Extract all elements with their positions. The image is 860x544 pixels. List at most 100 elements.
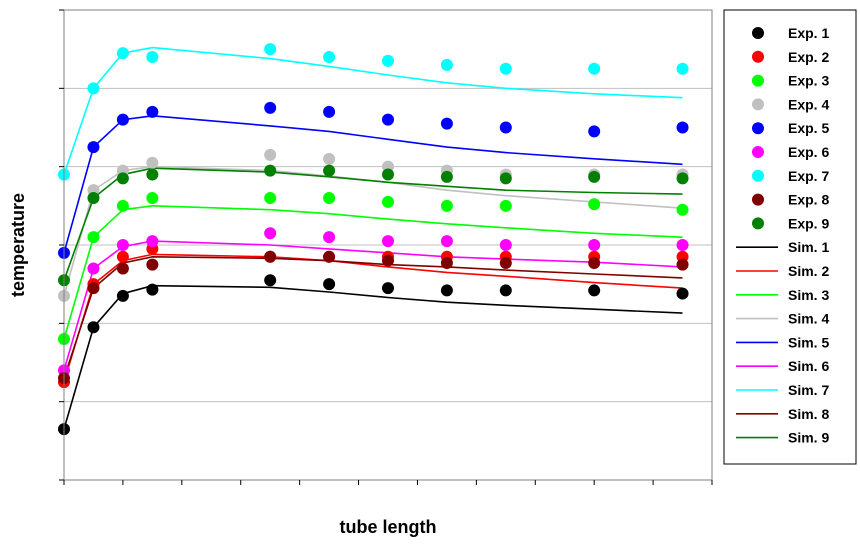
data-point [499, 284, 512, 297]
data-point [588, 62, 601, 75]
data-point [116, 262, 129, 275]
data-point [440, 199, 453, 212]
data-point [588, 284, 601, 297]
data-point [87, 231, 100, 244]
data-point [382, 282, 394, 295]
y-axis-title: temperature [8, 193, 28, 297]
data-point [440, 284, 453, 297]
data-point [323, 192, 336, 204]
data-point [116, 47, 129, 60]
data-point [146, 258, 159, 271]
legend-label: Exp. 2 [788, 49, 829, 65]
legend-label: Sim. 5 [788, 334, 829, 350]
data-point [146, 168, 159, 181]
data-point [116, 199, 129, 212]
data-point [676, 62, 689, 75]
legend-box [723, 9, 857, 465]
legend-label: Sim. 6 [788, 358, 829, 374]
data-point [676, 287, 689, 300]
data-point [499, 239, 512, 251]
data-point [499, 257, 512, 270]
legend: Exp. 1 Exp. 2 Exp. 3 Exp. 4 Exp. 5 Exp. 6 Exp.… [736, 25, 829, 446]
legend-marker [752, 74, 764, 87]
data-point [87, 262, 100, 275]
data-point [264, 250, 277, 263]
data-point [264, 148, 277, 161]
data-point [588, 239, 601, 251]
data-point [676, 203, 689, 216]
data-point [440, 257, 453, 270]
data-point [499, 199, 512, 212]
data-point [116, 239, 129, 251]
data-point [264, 227, 277, 240]
legend-label: Exp. 5 [788, 120, 829, 136]
data-point [323, 105, 336, 118]
data-point [382, 54, 394, 67]
data-point [116, 113, 129, 126]
data-point [588, 257, 601, 270]
legend-marker [752, 98, 764, 111]
data-point [323, 278, 336, 291]
data-point [382, 254, 394, 267]
legend-label: Sim. 1 [788, 239, 829, 255]
series-line [63, 240, 683, 371]
data-point [499, 121, 512, 134]
legend-label: Sim. 3 [788, 287, 829, 303]
legend-label: Sim. 4 [788, 311, 829, 327]
data-point [264, 192, 277, 204]
data-point [87, 82, 100, 95]
data-point [440, 170, 453, 183]
data-point [264, 101, 277, 114]
legend-label: Sim. 8 [788, 406, 829, 422]
data-point [264, 43, 277, 56]
data-point [323, 51, 336, 63]
data-point [87, 141, 100, 154]
data-point [499, 172, 512, 185]
data-point [116, 172, 129, 185]
data-point [382, 168, 394, 181]
data-point [382, 195, 394, 208]
legend-label: Exp. 6 [788, 144, 829, 160]
series-line [63, 204, 683, 340]
data-point [676, 239, 689, 251]
legend-marker [752, 169, 764, 182]
legend-label: Sim. 2 [788, 263, 829, 279]
data-point [323, 152, 336, 165]
data-point [676, 172, 689, 185]
data-point [116, 289, 129, 302]
data-point [588, 170, 601, 183]
series-line [63, 114, 683, 254]
data-point [382, 235, 394, 248]
legend-label: Exp. 7 [788, 168, 829, 184]
data-point [146, 51, 159, 63]
series-line [63, 167, 683, 281]
legend-label: Exp. 9 [788, 215, 829, 231]
data-point [440, 117, 453, 130]
data-point [323, 250, 336, 263]
data-point [146, 156, 159, 169]
series-line [63, 46, 683, 175]
data-point [264, 164, 277, 177]
legend-marker [752, 146, 764, 158]
data-point [676, 258, 689, 271]
legend-marker [752, 27, 764, 39]
data-point [146, 283, 159, 296]
data-point [440, 58, 453, 71]
legend-marker [752, 50, 764, 63]
axes [59, 9, 713, 485]
data-point [588, 198, 601, 211]
legend-label: Exp. 1 [788, 25, 829, 41]
data-point [676, 121, 689, 134]
data-point [323, 164, 336, 177]
data-point [87, 192, 100, 204]
legend-marker [752, 193, 764, 206]
legend-label: Exp. 3 [788, 73, 829, 89]
legend-marker [752, 217, 764, 230]
data-point [87, 321, 100, 334]
data-point [382, 113, 394, 126]
series-layer [58, 43, 689, 436]
legend-label: Sim. 7 [788, 382, 829, 398]
legend-label: Exp. 4 [788, 96, 829, 112]
series-line [63, 284, 683, 430]
